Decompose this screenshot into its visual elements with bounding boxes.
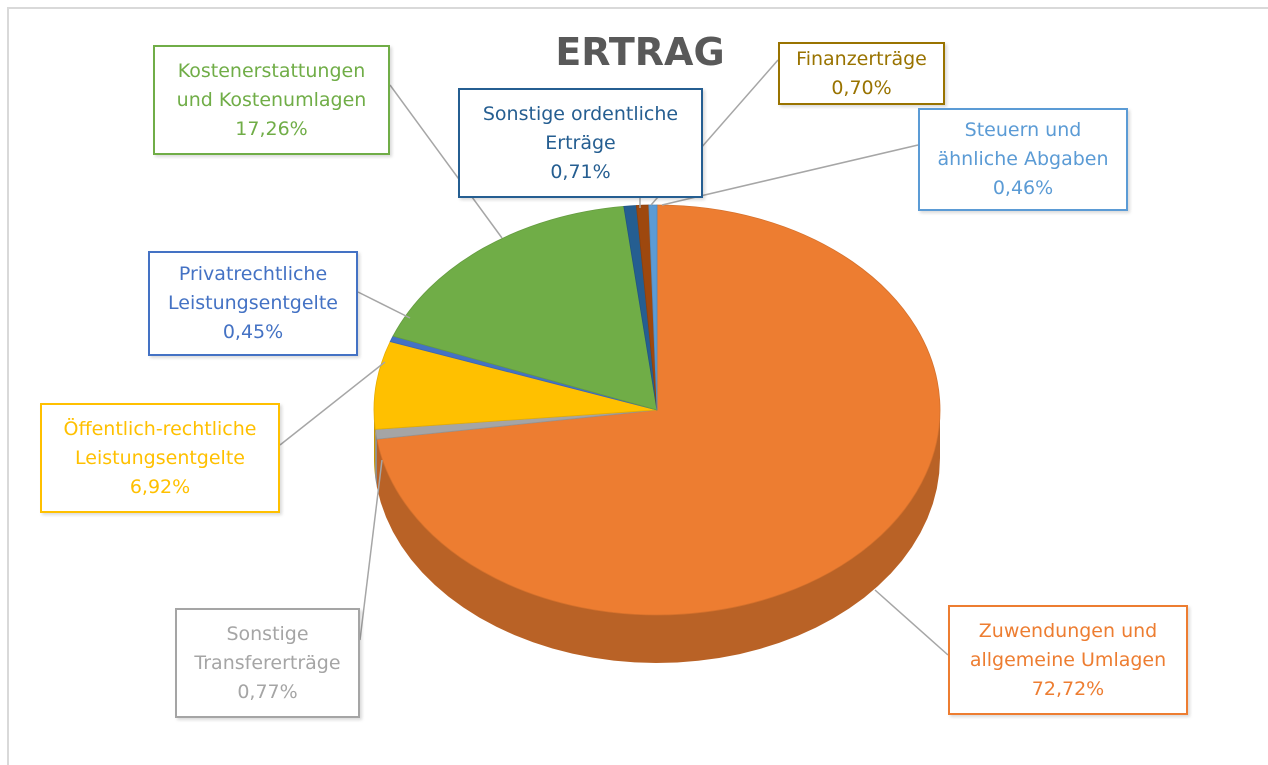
label-value: 17,26% xyxy=(235,117,308,140)
data-label: Finanzerträge 0,70% xyxy=(778,42,945,105)
leader-line xyxy=(661,144,919,206)
label-category: Kostenerstattungen und Kostenumlagen xyxy=(176,59,367,111)
slice-side xyxy=(376,410,941,663)
label-category: Steuern und ähnliche Abgaben xyxy=(937,119,1109,170)
data-label: Steuern und ähnliche Abgaben 0,46% xyxy=(918,108,1128,211)
data-label: Öffentlich-rechtliche Leistungsentgelte 6… xyxy=(40,403,280,513)
data-label: Privatrechtliche Leistungsentgelte 0,45% xyxy=(148,251,358,356)
data-label: Zuwendungen und allgemeine Umlagen 72,72% xyxy=(948,605,1188,715)
label-category: Finanzerträge xyxy=(796,47,927,70)
leader-line xyxy=(279,361,386,446)
label-value: 0,70% xyxy=(831,76,892,99)
slice-top xyxy=(373,341,658,430)
label-value: 0,45% xyxy=(222,321,284,343)
slice-top xyxy=(376,204,941,616)
label-category: Sonstige Transfererträge xyxy=(194,622,341,674)
leader-line xyxy=(874,589,949,656)
leader-line xyxy=(359,459,383,641)
slice xyxy=(392,205,658,411)
slice xyxy=(376,204,941,663)
chart-border xyxy=(7,7,1268,765)
slice xyxy=(648,204,658,411)
label-category: Zuwendungen und allgemeine Umlagen xyxy=(969,619,1167,671)
slice-top xyxy=(648,204,658,411)
leader-line xyxy=(389,84,503,239)
leader-line xyxy=(357,291,411,319)
slice-side xyxy=(375,429,377,488)
label-category: Sonstige ordentliche Erträge xyxy=(482,102,679,154)
slice xyxy=(373,341,658,478)
label-value: 0,71% xyxy=(550,160,611,183)
slice-top xyxy=(392,205,658,411)
label-value: 0,77% xyxy=(237,680,298,703)
data-label: Kostenerstattungen und Kostenumlagen 17,2… xyxy=(153,45,390,155)
data-label: Sonstige Transfererträge 0,77% xyxy=(175,608,360,718)
label-value: 72,72% xyxy=(1031,677,1105,700)
data-label: Sonstige ordentliche Erträge 0,71% xyxy=(458,88,703,198)
label-value: 6,92% xyxy=(129,475,191,498)
chart-title: ERTRAG xyxy=(555,30,725,74)
slice xyxy=(374,409,658,488)
label-category: Öffentlich-rechtliche Leistungsentgelte xyxy=(63,417,257,469)
label-value: 0,46% xyxy=(992,177,1054,199)
label-category: Privatrechtliche Leistungsentgelte xyxy=(168,263,338,314)
